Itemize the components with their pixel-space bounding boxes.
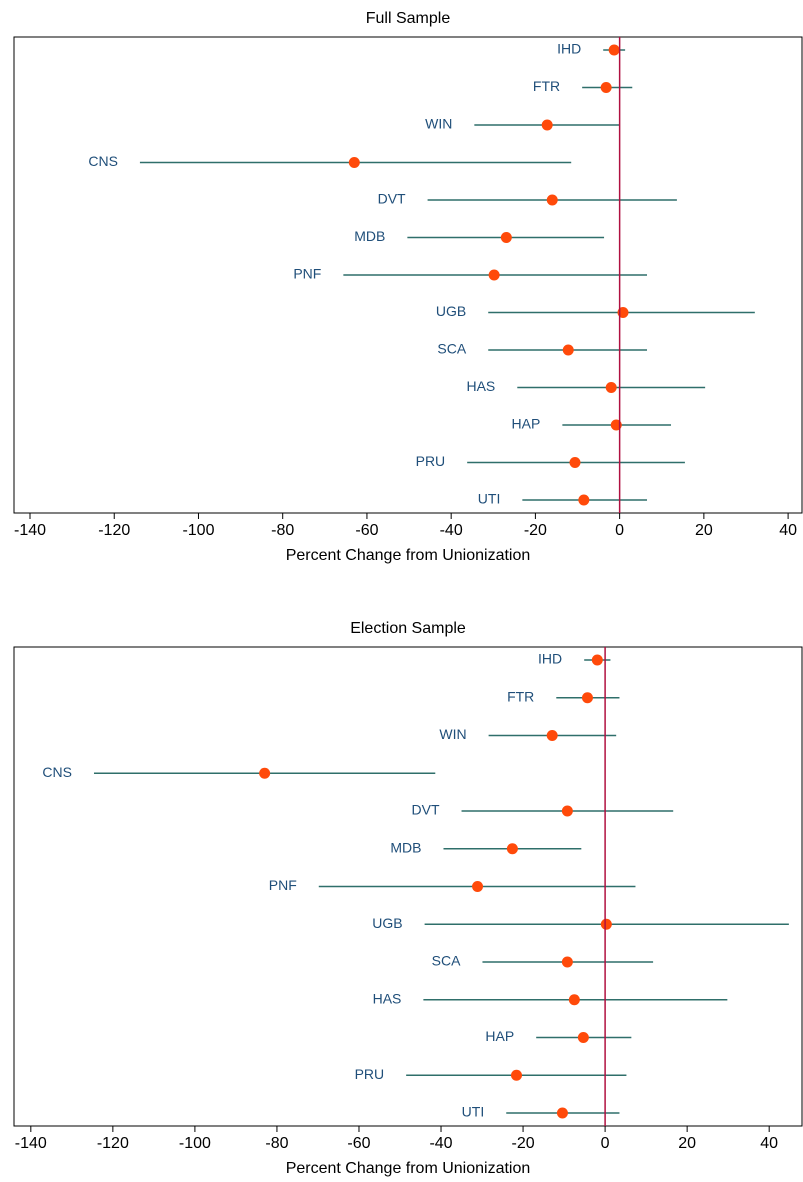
point-estimate (561, 805, 573, 817)
category-label: FTR (507, 688, 534, 704)
category-label: HAS (466, 378, 495, 394)
plot-frame (13, 36, 803, 514)
category-label: IHD (557, 41, 581, 57)
point-estimate (591, 654, 603, 666)
point-estimate (562, 344, 574, 356)
x-tick-label: -60 (355, 522, 378, 539)
point-estimate (605, 382, 617, 393)
x-tick-label: 20 (695, 522, 713, 539)
category-label: SCA (437, 341, 466, 357)
x-tick-label: 40 (760, 1135, 778, 1152)
category-label: SCA (432, 953, 461, 969)
point-estimate (578, 494, 590, 506)
x-tick-label: -40 (440, 522, 463, 539)
category-label: IHD (538, 651, 562, 667)
point-estimate (546, 730, 558, 741)
point-estimate (561, 956, 573, 968)
category-label: MDB (354, 228, 385, 244)
point-estimate (546, 194, 558, 206)
category-label: UGB (436, 303, 466, 319)
point-estimate (472, 881, 484, 892)
category-label: CNS (88, 153, 118, 169)
x-tick-label: -20 (524, 522, 547, 539)
category-label: DVT (412, 802, 440, 818)
plot-frame (13, 646, 803, 1127)
category-label: MDB (390, 839, 421, 855)
x-tick-label: 0 (615, 522, 624, 539)
category-label: UTI (462, 1104, 485, 1120)
point-estimate (569, 457, 581, 468)
category-label: DVT (378, 191, 406, 207)
x-tick-label: -80 (271, 522, 294, 539)
x-tick-label: -120 (98, 522, 130, 539)
x-tick-label: -140 (14, 522, 46, 539)
category-label: HAS (373, 990, 402, 1006)
chart-title: Full Sample (366, 10, 451, 27)
x-tick-label: -80 (265, 1135, 288, 1152)
x-tick-label: -100 (182, 522, 214, 539)
point-estimate (581, 692, 593, 704)
point-estimate (259, 767, 271, 779)
point-estimate (608, 44, 620, 56)
category-label: UGB (372, 915, 402, 931)
point-estimate (600, 82, 612, 93)
category-label: HAP (512, 416, 541, 432)
x-tick-label: 40 (779, 522, 797, 539)
point-estimate (568, 994, 580, 1006)
point-estimate (600, 918, 612, 930)
chart-title: Election Sample (350, 620, 466, 637)
category-label: UTI (478, 491, 501, 507)
x-tick-label: 0 (601, 1135, 610, 1152)
point-estimate (488, 269, 500, 281)
x-tick-label: -100 (179, 1135, 211, 1152)
category-label: PNF (293, 266, 321, 282)
point-estimate (541, 119, 553, 131)
category-label: PRU (355, 1066, 385, 1082)
x-tick-label: -140 (15, 1135, 47, 1152)
category-label: WIN (425, 116, 452, 132)
x-axis-label: Percent Change from Unionization (286, 1160, 531, 1177)
x-tick-label: 20 (678, 1135, 696, 1152)
category-label: HAP (485, 1028, 514, 1044)
point-estimate (500, 232, 512, 243)
category-label: PRU (416, 453, 446, 469)
point-estimate (506, 843, 518, 855)
category-label: WIN (439, 726, 466, 742)
x-axis-label: Percent Change from Unionization (286, 547, 531, 564)
x-tick-label: -60 (347, 1135, 370, 1152)
point-estimate (556, 1107, 568, 1119)
point-estimate (577, 1032, 589, 1043)
category-label: FTR (533, 78, 560, 94)
category-label: PNF (269, 877, 297, 893)
x-tick-label: -40 (429, 1135, 452, 1152)
x-tick-label: -20 (511, 1135, 534, 1152)
category-label: CNS (42, 764, 72, 780)
x-tick-label: -120 (97, 1135, 129, 1152)
point-estimate (510, 1069, 522, 1081)
point-estimate (348, 157, 360, 168)
